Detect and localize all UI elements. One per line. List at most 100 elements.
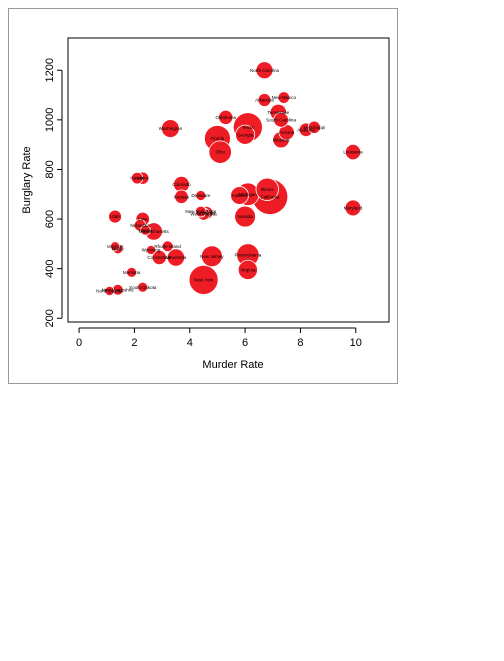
bubble-point: [174, 189, 189, 204]
bubble-label: Nevada: [237, 214, 253, 219]
bubble-label: South Dakota: [129, 285, 157, 290]
y-tick-label: 1000: [44, 108, 56, 132]
bubble-label: Georgia: [237, 132, 254, 137]
bubble-label: Michigan: [239, 192, 258, 197]
bubble-label: New York: [194, 277, 214, 282]
bubble-layer: [104, 61, 362, 296]
bubble-point: [161, 240, 174, 253]
bubble-point: [195, 190, 207, 201]
bubble-label: Nebraska: [130, 223, 150, 228]
y-tick-label: 1200: [44, 58, 56, 82]
bubble-label: Virginia: [240, 268, 255, 273]
bubble-point: [218, 109, 234, 125]
x-axis: 0 2 4 6 8 10: [76, 327, 362, 349]
y-axis-title: Burglary Rate: [21, 146, 33, 213]
bubble-label: Mississippi: [303, 125, 325, 130]
bubble-point: [161, 119, 180, 138]
bubble-label: Florida: [211, 136, 225, 141]
bubble-point: [277, 91, 291, 104]
bubble-point: [151, 249, 167, 266]
bubble-label: Massachusetts: [139, 229, 170, 234]
bubble-label: Kentucky: [197, 210, 216, 215]
x-tick-label: 0: [76, 337, 82, 349]
bubble-label: Montana: [123, 270, 141, 275]
bubble-label: Arizona: [279, 130, 295, 135]
bubble-point: [237, 259, 258, 280]
bubble-label: Utah: [110, 214, 120, 219]
bubble-label: Kansas: [174, 194, 190, 199]
bubble-label: Arkansas: [255, 98, 275, 103]
bubble-label: Hawaii: [130, 176, 144, 181]
bubble-label: Maine: [112, 246, 125, 251]
bubble-point: [137, 281, 149, 293]
bubble-point: [230, 186, 249, 205]
bubble-label: North Dakota: [96, 289, 123, 294]
x-tick-label: 2: [131, 337, 137, 349]
bubble-point: [110, 241, 121, 252]
bubble-point: [104, 285, 115, 296]
bubble-label: Delaware: [191, 193, 211, 198]
bubble-label: Texas: [242, 125, 255, 130]
bubble-label: Minnesota: [166, 255, 187, 260]
bubble-point: [146, 245, 157, 256]
bubble-point: [255, 177, 279, 201]
bubble-point: [108, 209, 122, 224]
bubble-point: [234, 205, 256, 228]
bubble-point: [208, 140, 232, 164]
x-tick-label: 6: [242, 337, 248, 349]
bubble-point: [130, 171, 144, 185]
bubble-label: Ohio: [215, 150, 225, 155]
x-tick-label: 8: [297, 337, 303, 349]
bubble-label: Indiana: [232, 193, 247, 198]
bubble-label: New Jersey: [200, 254, 224, 259]
bubble-label: New Mexico: [272, 95, 297, 100]
bubble-label: Idaho: [137, 176, 149, 181]
bubble-point: [140, 224, 151, 236]
bubble-point: [188, 264, 219, 295]
bubble-label: Wyoming: [142, 248, 161, 253]
bubble-label: New York State: [185, 209, 216, 214]
bubble-label: North Carolina: [250, 68, 280, 73]
y-tick-label: 200: [44, 309, 56, 327]
bubble-label: West Virginia: [190, 212, 217, 217]
bubble-chart: 200 400 600 800 1000 1200 0 2 4 6 8 10 North Carol…: [21, 37, 390, 371]
bubble-label: Tennessee: [267, 110, 289, 115]
bubble-label: Alaska: [139, 228, 153, 233]
y-axis: 200 400 600 800 1000 1200: [44, 58, 63, 327]
bubble-label: Vermont: [107, 244, 125, 249]
bubble-point: [235, 124, 256, 145]
bubble-point: [257, 93, 272, 107]
bubble-point: [194, 205, 207, 218]
bubble-point: [344, 144, 362, 161]
bubble-label: Colorado: [172, 182, 191, 187]
plot-area: [67, 37, 390, 323]
bubble-label: Iowa: [138, 217, 148, 222]
bubble-point: [201, 245, 223, 268]
y-tick-label: 400: [44, 259, 56, 277]
bubble-label: Connecticut: [147, 255, 172, 260]
bubble-label: Maryland: [344, 206, 363, 211]
x-tick-label: 10: [350, 337, 362, 349]
bubble-label: New Hampshire: [102, 287, 135, 292]
bubble-label: South Carolina: [266, 117, 296, 122]
bubble-label: Rhode Island: [154, 244, 181, 249]
bubble-point: [273, 112, 289, 128]
bubble-point: [255, 61, 274, 80]
x-axis-title: Murder Rate: [202, 359, 263, 371]
bubble-label: Illinois: [261, 187, 274, 192]
bubble-label: Alabama: [297, 127, 315, 132]
bubble-label: Missouri: [273, 137, 290, 142]
bubble-label: Washington: [159, 126, 183, 131]
bubble-label: Oklahoma: [215, 115, 236, 120]
bubble-label: Pennsylvania: [234, 253, 261, 258]
bubble-point: [307, 120, 321, 134]
bubble-label: Louisiana: [343, 150, 363, 155]
x-tick-label: 4: [187, 337, 193, 349]
y-tick-label: 800: [44, 160, 56, 178]
bubble-point: [166, 248, 186, 267]
bubble-point: [344, 199, 362, 217]
bubble-point: [126, 266, 138, 278]
y-tick-label: 600: [44, 210, 56, 228]
bubble-label: California: [261, 194, 281, 199]
